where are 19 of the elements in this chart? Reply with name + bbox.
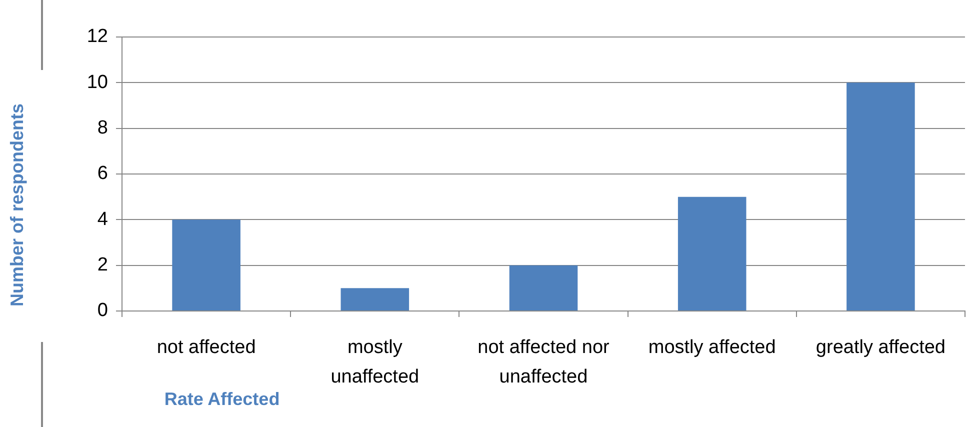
y-tick-label: 0 xyxy=(97,300,108,322)
y-tick-label: 2 xyxy=(97,254,108,276)
x-tick-label: not affected xyxy=(156,336,256,358)
y-tick-label: 6 xyxy=(97,163,108,184)
bar xyxy=(340,288,410,310)
y-tick-label: 10 xyxy=(86,72,108,93)
x-tick-label: not affected nor unaffected xyxy=(478,336,610,388)
x-axis-title: Rate Affected xyxy=(164,388,280,409)
y-tick-label: 8 xyxy=(97,118,108,139)
bar xyxy=(678,196,746,310)
x-tick-label: mostly unaffected xyxy=(330,336,420,388)
x-tick-label: mostly affected xyxy=(648,336,776,358)
y-axis-title: Number of respondents xyxy=(6,103,27,307)
y-tick-label: 4 xyxy=(97,208,108,230)
y-tick-label: 12 xyxy=(86,26,108,48)
bar xyxy=(846,82,915,310)
bar xyxy=(172,220,240,310)
bar xyxy=(509,265,578,310)
x-tick-label: greatly affected xyxy=(816,336,946,358)
